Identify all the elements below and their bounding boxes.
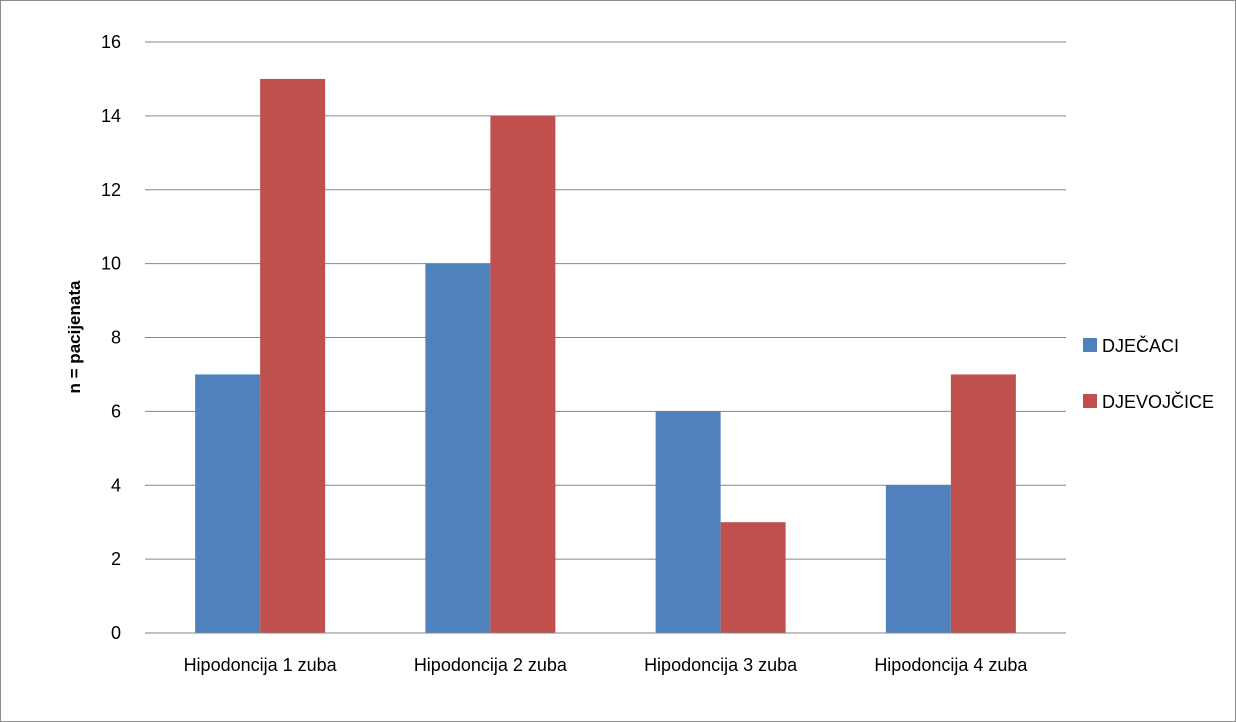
x-tick-labels: Hipodoncija 1 zuba Hipodoncija 2 zuba Hipo… [184,655,1029,675]
bar-djecaci [655,411,721,633]
bar-djecaci [885,485,951,633]
bar-djevojcice [950,374,1016,633]
x-tick-label: Hipodoncija 2 zuba [414,655,568,675]
y-tick-label: 2 [111,549,121,569]
y-tick-label: 14 [101,106,121,126]
bar-djecaci [195,374,261,633]
legend-label: DJEČACI [1102,335,1179,356]
x-tick-label: Hipodoncija 4 zuba [874,655,1028,675]
y-tick-label: 10 [101,254,121,274]
bars [195,78,1016,633]
bar-djecaci [425,263,491,633]
bar-djevojcice [490,115,556,633]
y-tick-labels: 0 2 4 6 8 10 12 14 16 [101,32,121,643]
y-axis-label: n = pacijenata [65,280,84,393]
legend-label: DJEVOJČICE [1102,391,1214,412]
bar-djevojcice [720,522,786,633]
y-tick-label: 16 [101,32,121,52]
y-tick-label: 12 [101,180,121,200]
legend: DJEČACI DJEVOJČICE [1083,335,1214,412]
y-tick-label: 6 [111,401,121,421]
y-tick-label: 0 [111,623,121,643]
y-tick-label: 8 [111,328,121,348]
x-tick-label: Hipodoncija 1 zuba [184,655,338,675]
y-tick-label: 4 [111,475,121,495]
x-tick-label: Hipodoncija 3 zuba [644,655,798,675]
bar-djevojcice [260,78,326,633]
legend-swatch [1083,394,1097,408]
legend-swatch [1083,338,1097,352]
